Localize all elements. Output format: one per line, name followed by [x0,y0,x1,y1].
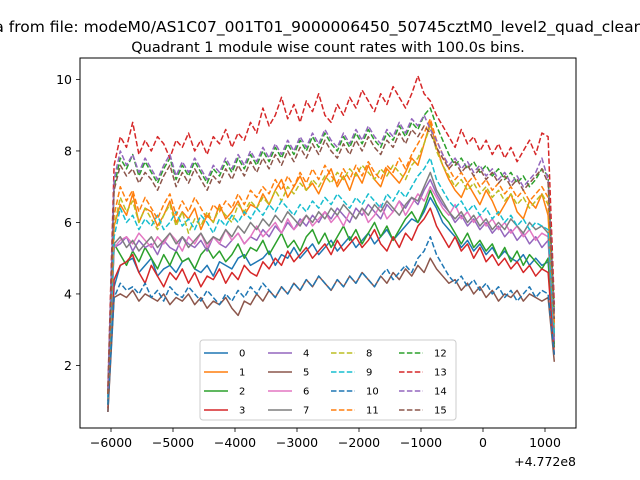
series-line-5 [107,257,556,412]
series-line-12 [107,107,556,391]
legend-label-0: 0 [239,349,245,360]
y-axis: 2 4 6 8 10 [56,72,80,373]
series-line-15 [107,125,556,395]
x-tick-label: −3000 [276,435,318,450]
legend-label-3: 3 [239,406,245,417]
x-tick-label: −5000 [152,435,194,450]
plot-frame [79,57,577,429]
legend-label-13: 13 [434,368,447,379]
legend-frame [199,339,457,421]
legend-label-6: 6 [303,387,309,398]
y-tick-label: 10 [56,72,72,87]
y-tick-label: 2 [64,358,72,373]
x-tick-label: 1000 [529,435,561,450]
x-tick-label: −6000 [90,435,132,450]
x-axis: −6000 −5000 −4000 −3000 −2000 −1000 0 1000 [90,428,561,450]
series-line-14 [107,114,556,391]
legend-label-11: 11 [366,406,379,417]
legend-label-7: 7 [303,406,309,417]
x-tick-label: 0 [479,435,487,450]
series-line-7 [107,171,556,402]
x-tick-label: −4000 [214,435,256,450]
legend-label-9: 9 [366,368,372,379]
x-tick-label: −2000 [338,435,380,450]
legend-label-10: 10 [366,387,379,398]
legend-label-5: 5 [303,368,309,379]
figure-suptitle: Data from file: modeM0/AS1C07_001T01_900… [0,18,640,37]
y-tick-label: 6 [64,215,72,230]
series-line-3 [107,207,556,409]
y-tick-label: 4 [64,286,72,301]
series-line-2 [107,189,556,405]
legend-label-14: 14 [434,387,447,398]
legend-label-15: 15 [434,406,447,417]
legend-label-1: 1 [239,368,245,379]
series-layer [107,75,556,412]
series-line-13 [107,75,556,387]
x-axis-offset-label: +4.772e8 [514,454,576,469]
legend-label-4: 4 [303,349,309,360]
series-line-11 [107,118,556,395]
legend-label-12: 12 [434,349,447,360]
legend-label-2: 2 [239,387,245,398]
series-line-10 [107,235,556,405]
legend-label-8: 8 [366,349,372,360]
y-tick-label: 8 [64,143,72,158]
series-line-8 [107,125,556,395]
chart-title: Quadrant 1 module wise count rates with … [131,40,525,56]
series-line-1 [107,121,556,402]
x-tick-label: −1000 [400,435,442,450]
series-line-9 [107,157,556,398]
